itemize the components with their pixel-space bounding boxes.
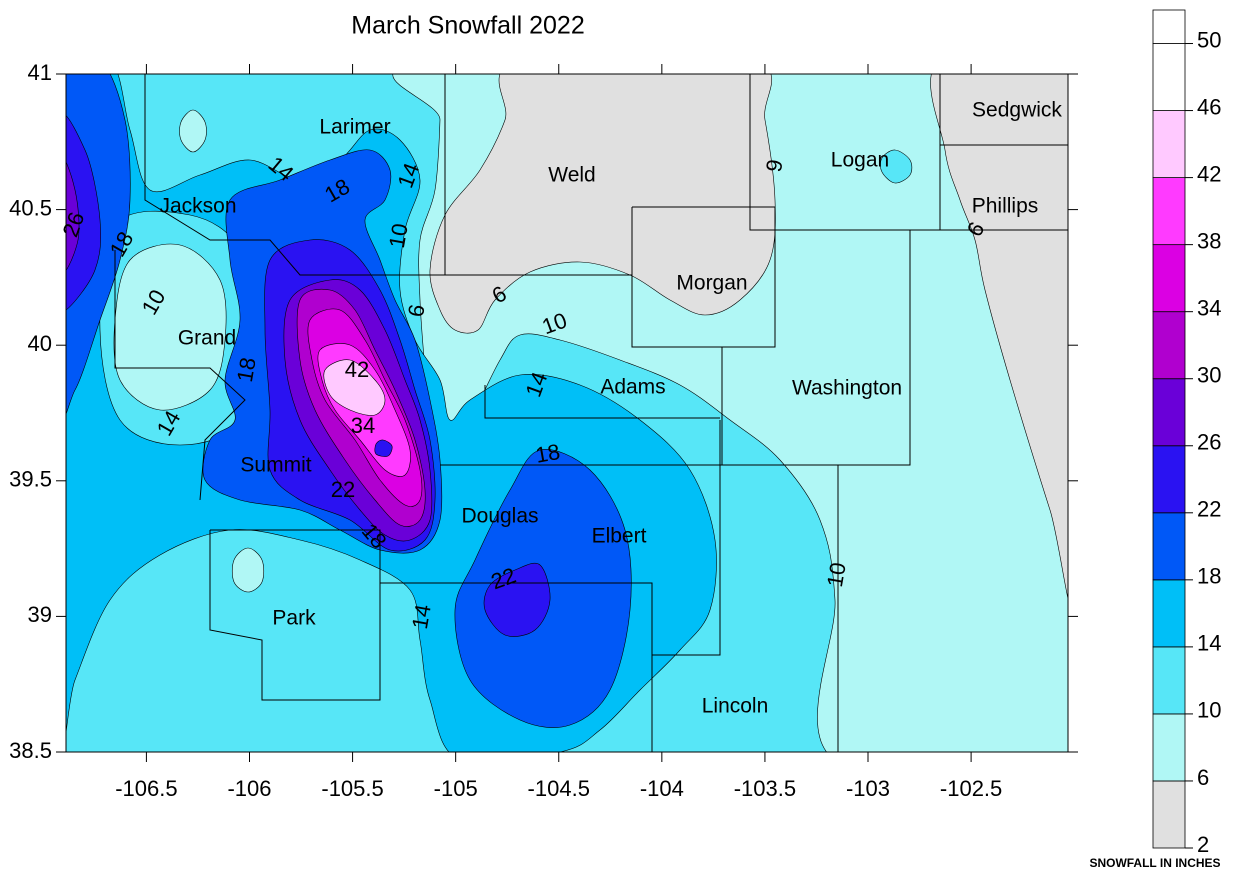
contour-label: 10 (822, 560, 851, 588)
county-label: Lincoln (702, 695, 769, 718)
colorbar-band (1152, 244, 1186, 313)
contour-band (374, 439, 393, 457)
colorbar-band (1152, 177, 1186, 246)
y-tick-label: 41 (28, 60, 52, 85)
contour-band (429, 74, 776, 334)
contour-label: 42 (345, 357, 369, 382)
x-tick-label: -106 (227, 776, 271, 801)
county-label: Adams (600, 376, 665, 399)
contour-band (930, 74, 1068, 601)
colorbar-tick-label: 14 (1197, 631, 1221, 656)
county-border (484, 385, 720, 419)
colorbar-tick-label: 46 (1197, 94, 1221, 119)
x-tick-label: -103.5 (734, 776, 796, 801)
contour-band (66, 115, 102, 311)
x-tick-label: -106.5 (115, 776, 177, 801)
plot-frame (65, 73, 1069, 753)
colorbar-band (1152, 646, 1186, 715)
contour-band (880, 149, 913, 184)
contour-band (66, 161, 80, 271)
y-tick-label: 40 (28, 331, 52, 356)
colorbar-band (1152, 780, 1186, 849)
colorbar-tick-label: 34 (1197, 295, 1221, 320)
colorbar-tick-label: 22 (1197, 497, 1221, 522)
county-label: Logan (831, 149, 889, 172)
county-label: Washington (792, 377, 902, 400)
x-tick-label: -104 (640, 776, 684, 801)
contour-band (483, 562, 551, 637)
county-border (114, 250, 246, 501)
colorbar-band (1152, 110, 1186, 178)
colorbar-tick-label: 6 (1197, 765, 1209, 790)
colorbar-title: SNOWFALL IN INCHES (1089, 856, 1220, 870)
colorbar-band (1152, 311, 1186, 380)
x-tick-label: -104.5 (528, 776, 590, 801)
county-border (144, 74, 445, 276)
county-border (631, 206, 776, 348)
colorbar-tick-label: 30 (1197, 363, 1221, 388)
y-tick-label: 39 (28, 602, 52, 627)
county-label: Larimer (319, 116, 390, 139)
colorbar-tick-label: 26 (1197, 430, 1221, 455)
colorbar-tick-label: 10 (1197, 698, 1221, 723)
x-tick-label: -102.5 (940, 776, 1002, 801)
county-label: Weld (548, 164, 595, 187)
colorbar-tick-label: 38 (1197, 228, 1221, 253)
colorbar-band (1152, 445, 1186, 514)
y-tick-label: 40.5 (9, 195, 52, 220)
colorbar-band (1152, 512, 1186, 581)
colorbar-band (1152, 9, 1186, 44)
contour-label: 18 (232, 355, 261, 383)
contour-label: 18 (533, 439, 561, 468)
county-border (749, 74, 1068, 231)
colorbar-tick-label: 18 (1197, 564, 1221, 589)
contour-band (179, 109, 207, 153)
colorbar-tick-label: 42 (1197, 161, 1221, 186)
colorbar-tick-label: 50 (1197, 27, 1221, 52)
county-border (209, 529, 381, 701)
county-label: Park (272, 607, 316, 630)
contour-band (231, 547, 265, 593)
county-border (440, 464, 839, 752)
county-label: Summit (240, 454, 311, 477)
county-label: Phillips (972, 195, 1039, 218)
contour-band (323, 359, 386, 416)
colorbar-band (1152, 713, 1186, 782)
county-border (652, 420, 721, 656)
contour-label: 14 (407, 602, 436, 630)
y-tick-label: 38.5 (9, 738, 52, 763)
county-label: Morgan (676, 272, 747, 295)
contour-fills (66, 74, 1068, 752)
contour-label: 6 (403, 303, 430, 319)
contour-label: 10 (384, 221, 413, 249)
x-tick-label: -105 (434, 776, 478, 801)
contour-label: 22 (331, 477, 355, 502)
county-border (380, 582, 653, 752)
county-label: Elbert (592, 525, 647, 548)
county-label: Grand (178, 327, 236, 350)
x-tick-label: -105.5 (321, 776, 383, 801)
x-tick-label: -103 (846, 776, 890, 801)
colorbar-band (1152, 579, 1186, 648)
colorbar-band (1152, 43, 1186, 111)
contour-label: 34 (351, 413, 375, 438)
county-label: Jackson (159, 195, 236, 218)
county-label: Sedgwick (972, 99, 1062, 122)
colorbar-tick-label: 2 (1197, 832, 1209, 857)
county-borders (114, 74, 1068, 752)
county-label: Douglas (461, 505, 538, 528)
map-title: March Snowfall 2022 (351, 12, 584, 40)
colorbar-band (1152, 378, 1186, 447)
y-tick-label: 39.5 (9, 467, 52, 492)
contour-label: 9 (761, 158, 788, 174)
contour-band (113, 243, 227, 411)
